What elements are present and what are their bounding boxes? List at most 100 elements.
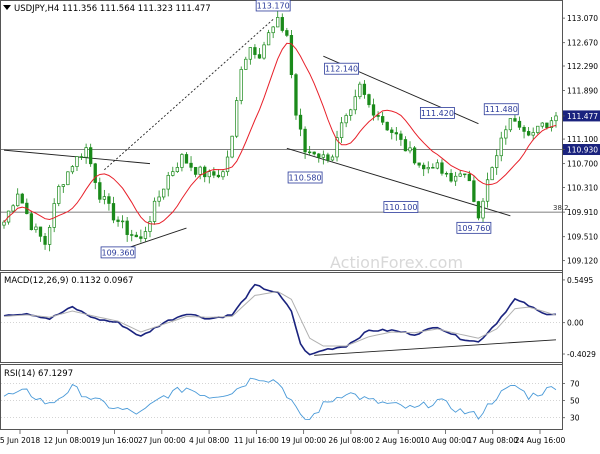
candle-body <box>485 179 490 202</box>
candle-body <box>16 193 20 207</box>
candle-body <box>262 44 266 59</box>
candle-body <box>408 147 412 152</box>
candle-body <box>143 231 148 239</box>
candle-body <box>321 154 325 158</box>
candle-body <box>239 69 243 101</box>
price-annotation-label: 110.100 <box>384 203 417 212</box>
candle-body <box>198 166 202 175</box>
candle-body <box>93 163 97 183</box>
candle-body <box>61 184 65 187</box>
candle-body <box>248 47 252 60</box>
price-annotation-label: 111.480 <box>485 105 518 114</box>
x-tick-label: 10 Aug 00:00 <box>420 436 471 445</box>
candle-body <box>458 173 462 177</box>
candle-body <box>517 120 522 128</box>
x-tick-label: 5 Jun 2018 <box>0 436 40 445</box>
candle-body <box>367 94 371 106</box>
macd-trend-line <box>314 339 557 356</box>
candle-body <box>344 115 348 124</box>
candle-body <box>29 213 34 231</box>
candle-body <box>294 74 298 116</box>
candle-body <box>463 173 467 176</box>
candle-body <box>207 171 211 178</box>
candle-body <box>212 171 216 176</box>
x-tick-label: 12 Jun 08:00 <box>43 436 91 445</box>
candle-body <box>490 167 494 181</box>
price-marker <box>563 144 600 156</box>
candle-body <box>358 83 362 98</box>
price-annotation-label: 110.580 <box>289 173 322 182</box>
axis-layer: 113.070 112.670 112.290 111.890 111.477 111.1… <box>0 14 600 445</box>
candle-body <box>34 226 38 231</box>
candle-body <box>335 137 339 158</box>
candle-body <box>449 172 453 182</box>
candle-body <box>84 147 88 158</box>
candle-body <box>193 166 198 175</box>
price-annotation-box <box>456 221 492 234</box>
candle-body <box>453 175 458 182</box>
candle-body <box>508 118 513 131</box>
candle-body <box>125 220 129 235</box>
watermark: ActionForex.com <box>330 253 463 272</box>
candle-body <box>57 186 61 204</box>
candle-body <box>522 126 526 132</box>
candle-body <box>134 234 138 238</box>
candle-body <box>244 58 248 70</box>
candle-body <box>47 227 52 245</box>
y-tick-label: 113.070 <box>567 14 598 23</box>
price-marker <box>563 110 600 122</box>
candle-body <box>203 166 207 178</box>
candle-body <box>2 221 6 226</box>
price-layer: 38.2 113.170 112.140 111.420 111.480 110.580 1… <box>1 0 569 259</box>
moving-average-line <box>3 42 557 225</box>
y-tick-label: 110.310 <box>567 184 598 193</box>
candle-body <box>481 200 485 219</box>
x-tick-label: 24 Aug 16:00 <box>515 436 566 445</box>
candle-body <box>257 54 262 59</box>
candle-body <box>276 17 280 28</box>
price-annotation-label: 112.140 <box>325 65 358 74</box>
candle-body <box>130 234 134 236</box>
candle-body <box>308 151 312 154</box>
candle-body <box>285 30 289 36</box>
rsi-tick-label: 70 <box>570 379 580 388</box>
candle-body <box>225 156 230 173</box>
x-tick-label: 17 Aug 08:00 <box>467 436 518 445</box>
candle-body <box>189 162 193 168</box>
candle-body <box>152 200 157 222</box>
y-tick-label: 112.290 <box>567 62 598 71</box>
candle-body <box>289 35 294 76</box>
candle-body <box>499 137 503 157</box>
macd-tick-label: 0.00 <box>567 319 584 328</box>
price-annotation-box <box>100 246 136 259</box>
candle-body <box>435 162 440 169</box>
macd-line <box>3 283 557 356</box>
candle-body <box>349 109 353 116</box>
candle-body <box>166 175 170 190</box>
macd-tick-label: 0.5495 <box>567 276 593 285</box>
x-tick-label: 4 Jul 08:00 <box>189 436 229 445</box>
candle-body <box>75 156 79 167</box>
y-tick-label: 110.700 <box>567 160 598 169</box>
candle-body <box>540 122 544 127</box>
candle-body <box>102 196 107 200</box>
macd-layer <box>1 283 562 356</box>
candle-body <box>253 47 257 55</box>
candle-body <box>175 167 180 172</box>
candle-body <box>536 125 540 133</box>
candle-body <box>394 132 398 135</box>
trend-line <box>104 19 274 171</box>
candle-body <box>38 226 43 237</box>
candle-body <box>171 171 175 176</box>
candle-body <box>298 114 303 130</box>
price-annotation-box <box>483 103 519 116</box>
x-tick-label: 26 Jul 08:00 <box>328 436 373 445</box>
rsi-tick-label: 50 <box>570 397 580 406</box>
candle-body <box>280 17 284 31</box>
fib-level-label: 38.2 <box>553 204 569 212</box>
candle-body <box>412 147 417 164</box>
macd-panel-frame <box>0 272 563 363</box>
candle-body <box>444 172 449 175</box>
candle-body <box>148 221 152 232</box>
